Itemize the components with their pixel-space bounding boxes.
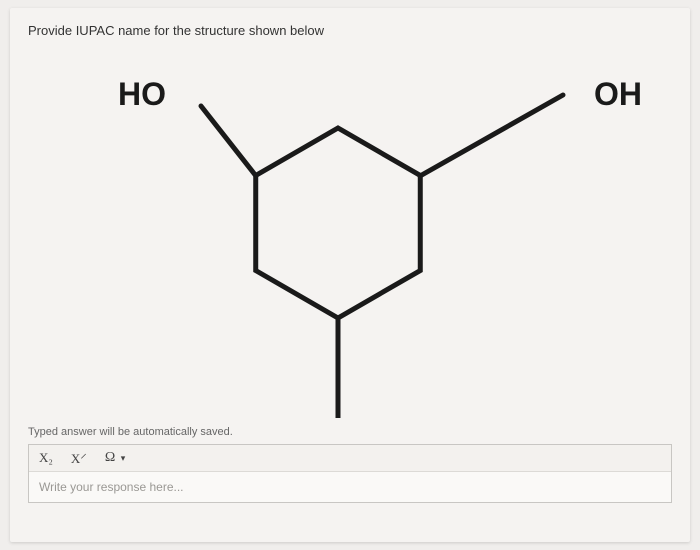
question-prompt: Provide IUPAC name for the structure sho… bbox=[28, 23, 672, 38]
subscript-button[interactable]: X₂ bbox=[39, 450, 53, 466]
ho-substituent-label: HO bbox=[118, 76, 166, 113]
page-container: Provide IUPAC name for the structure sho… bbox=[0, 0, 700, 550]
editor-toolbar: X₂ X⸍ Ω ▾ bbox=[29, 445, 671, 472]
superscript-button[interactable]: X⸍ bbox=[71, 449, 87, 467]
bond-to-oh bbox=[420, 95, 563, 176]
bond-to-ho bbox=[201, 106, 256, 176]
question-card: Provide IUPAC name for the structure sho… bbox=[10, 8, 690, 542]
cyclohexane-ring bbox=[256, 128, 421, 318]
response-editor: X₂ X⸍ Ω ▾ bbox=[28, 444, 672, 503]
special-char-button[interactable]: Ω ▾ bbox=[105, 450, 125, 466]
autosave-note: Typed answer will be automatically saved… bbox=[28, 426, 672, 438]
omega-icon: Ω bbox=[105, 450, 115, 465]
chemical-structure-area: HO OH bbox=[28, 48, 672, 418]
editor-input-area bbox=[29, 472, 671, 502]
oh-substituent-label: OH bbox=[594, 76, 642, 113]
response-input[interactable] bbox=[39, 480, 661, 494]
chevron-down-icon: ▾ bbox=[121, 453, 126, 463]
